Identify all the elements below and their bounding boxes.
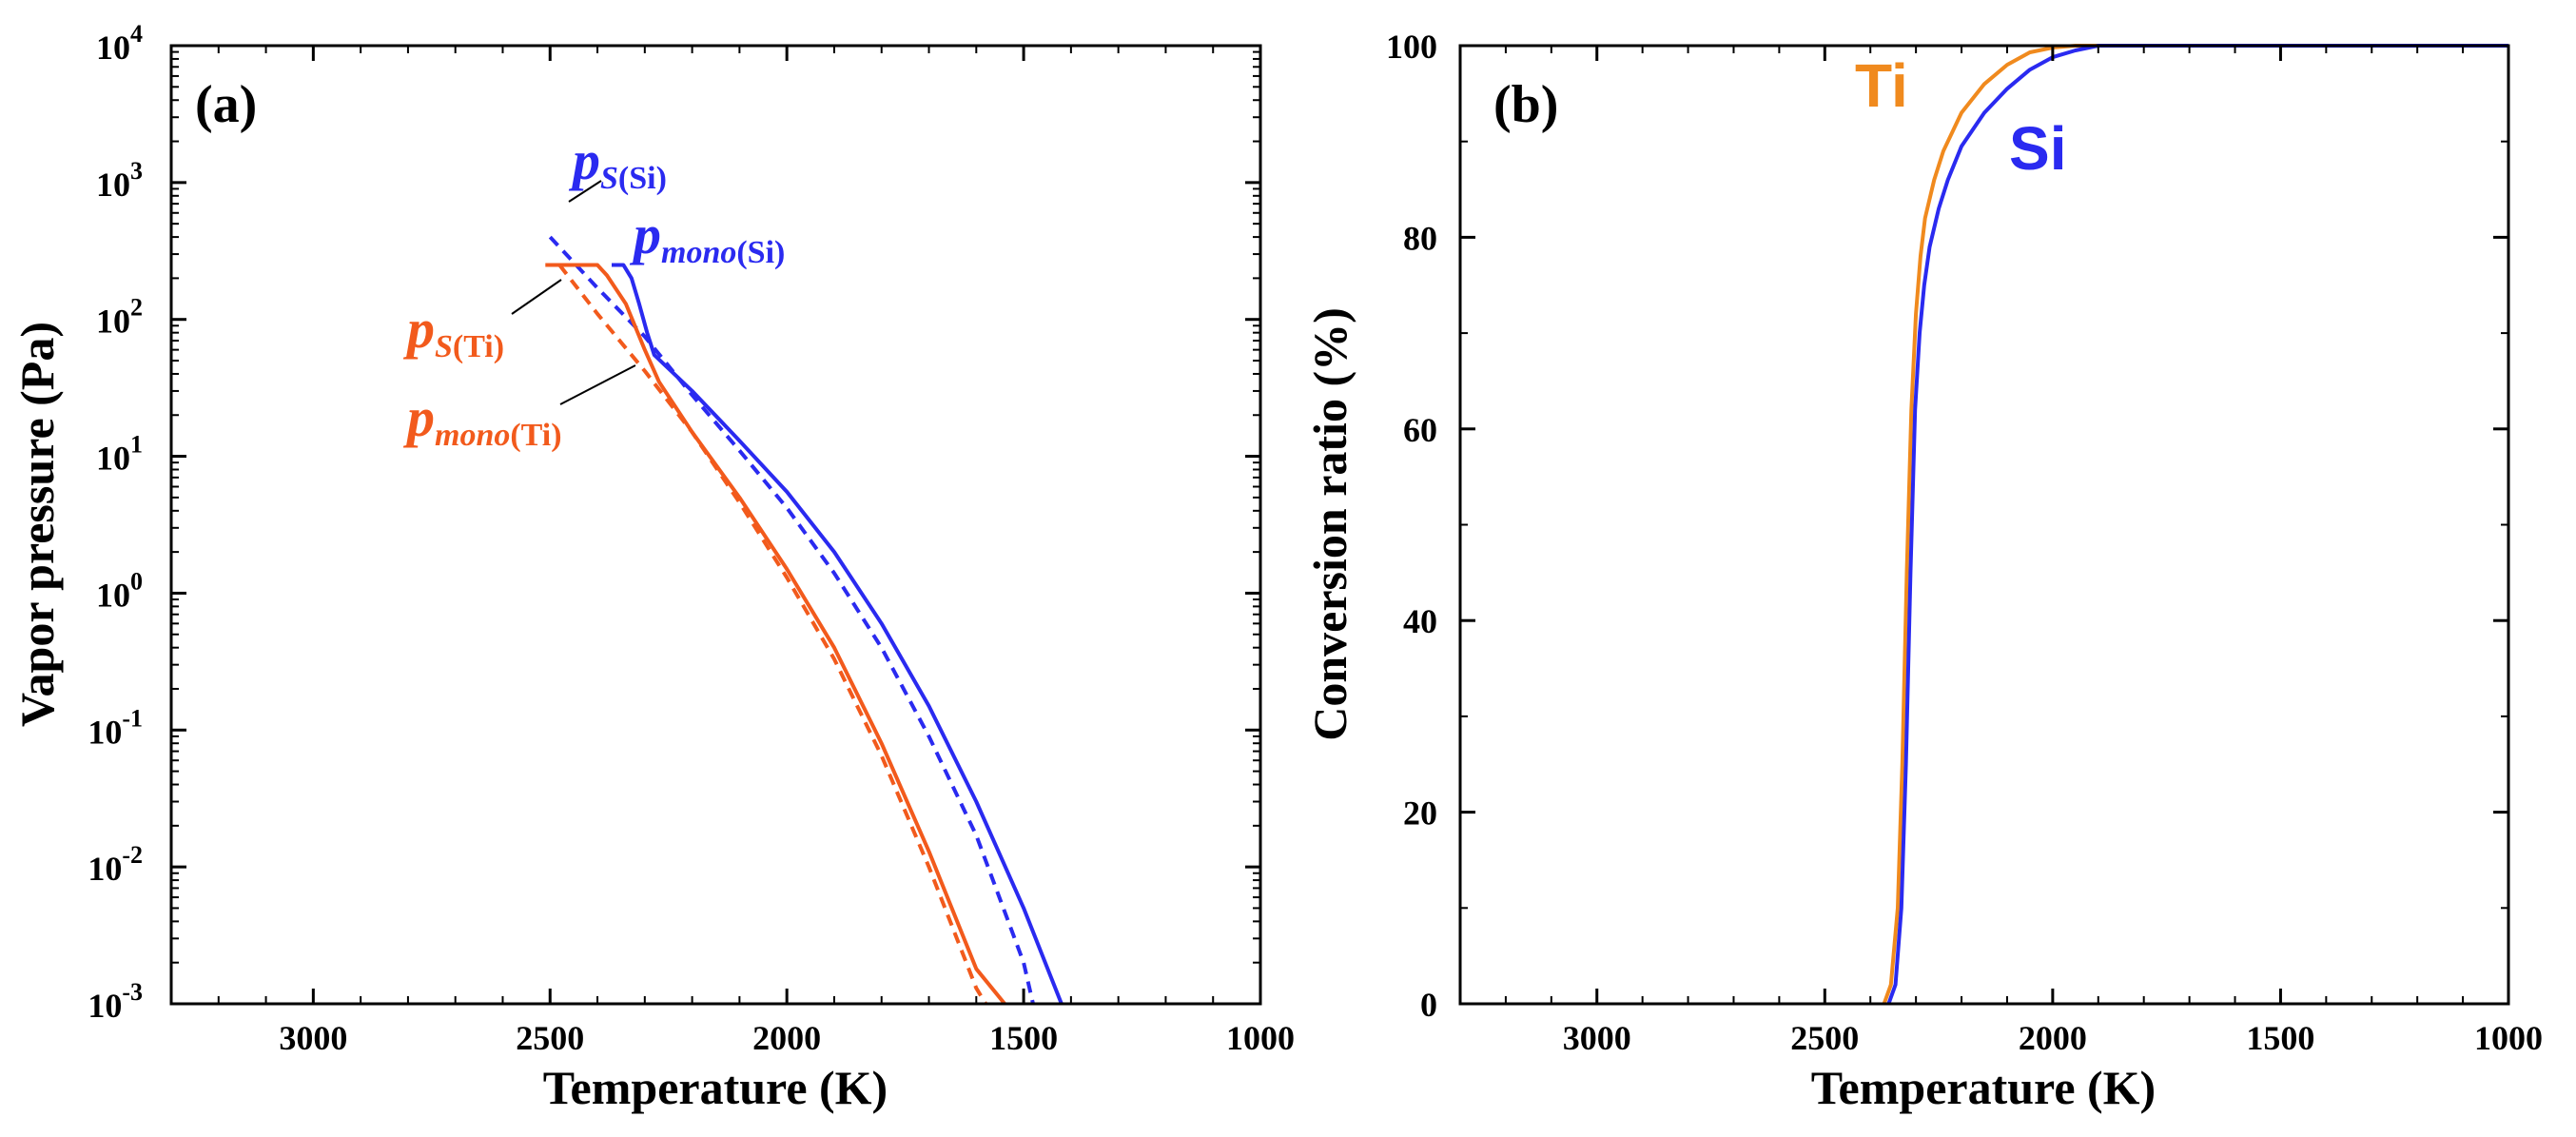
label-si: Si — [2009, 114, 2066, 183]
annot-pS-Si: pS(Si) — [568, 129, 667, 196]
y-tick-label: 10-2 — [88, 841, 143, 888]
panel-b-frame — [1458, 44, 2510, 1006]
x-tick-label: 1500 — [2246, 1019, 2314, 1057]
panel-a-label: (a) — [195, 75, 257, 134]
series-ti — [1882, 44, 2508, 1005]
panel-b: 3000 2500 2000 1500 1000 0 20 40 60 80 100 (b) Tem… — [1303, 28, 2543, 1114]
x-tick-label: 2500 — [1790, 1019, 1859, 1057]
series-p-mono-si- — [612, 263, 1064, 1005]
x-tick-label: 2000 — [2019, 1019, 2087, 1057]
panel-a-ticks: 3000 2500 2000 1500 1000 10-3 10-2 10-1 100 101 10… — [88, 20, 1295, 1057]
panel-a-x-axis-title: Temperature (K) — [543, 1061, 888, 1114]
y-tick-label: 101 — [96, 431, 143, 478]
panel-a: 3000 2500 2000 1500 1000 10-3 10-2 10-1 100 101 10… — [10, 20, 1295, 1114]
panel-b-x-axis-title: Temperature (K) — [1811, 1061, 2156, 1114]
x-tick-label: 3000 — [1563, 1019, 1631, 1057]
y-tick-label: 10-3 — [88, 978, 143, 1025]
x-tick-label: 1000 — [1226, 1019, 1295, 1057]
x-tick-label: 2500 — [516, 1019, 584, 1057]
panel-a-curves — [545, 235, 1064, 1006]
series-si — [1886, 44, 2508, 1005]
series-p-s-si- — [548, 235, 1035, 1005]
series-p-s-ti- — [557, 264, 988, 1006]
x-tick-label: 1500 — [989, 1019, 1058, 1057]
y-tick-label: 104 — [96, 20, 143, 67]
panel-a-frame — [169, 44, 1262, 1006]
y-tick-label: 80 — [1403, 219, 1437, 257]
y-tick-label: 102 — [96, 294, 143, 341]
label-ti: Ti — [1855, 51, 1908, 120]
y-tick-label: 0 — [1420, 986, 1437, 1024]
y-tick-label: 103 — [96, 157, 143, 204]
leader-pS-Ti — [511, 279, 562, 315]
panel-b-ticks: 3000 2500 2000 1500 1000 0 20 40 60 80 100 — [1386, 28, 2543, 1057]
y-tick-label: 100 — [96, 567, 143, 614]
y-tick-label: 60 — [1403, 411, 1437, 449]
y-tick-label: 10-1 — [88, 704, 143, 751]
y-tick-label: 100 — [1386, 28, 1437, 66]
annot-pmono-Ti: pmono(Ti) — [402, 386, 562, 453]
leader-pS-Si — [568, 180, 602, 203]
annot-pmono-Si: pmono(Si) — [629, 204, 785, 270]
panel-a-y-axis-title: Vapor pressure (Pa) — [10, 322, 64, 727]
panel-b-curves — [1882, 44, 2508, 1005]
annot-pS-Ti: pS(Ti) — [402, 298, 504, 364]
x-tick-label: 1000 — [2474, 1019, 2543, 1057]
panel-b-y-axis-title: Conversion ratio (%) — [1303, 307, 1356, 741]
leader-pmono-Ti — [559, 364, 636, 405]
x-tick-label: 2000 — [752, 1019, 821, 1057]
panel-b-label: (b) — [1493, 75, 1558, 134]
x-tick-label: 3000 — [279, 1019, 347, 1057]
y-tick-label: 20 — [1403, 794, 1437, 833]
y-tick-label: 40 — [1403, 602, 1437, 640]
